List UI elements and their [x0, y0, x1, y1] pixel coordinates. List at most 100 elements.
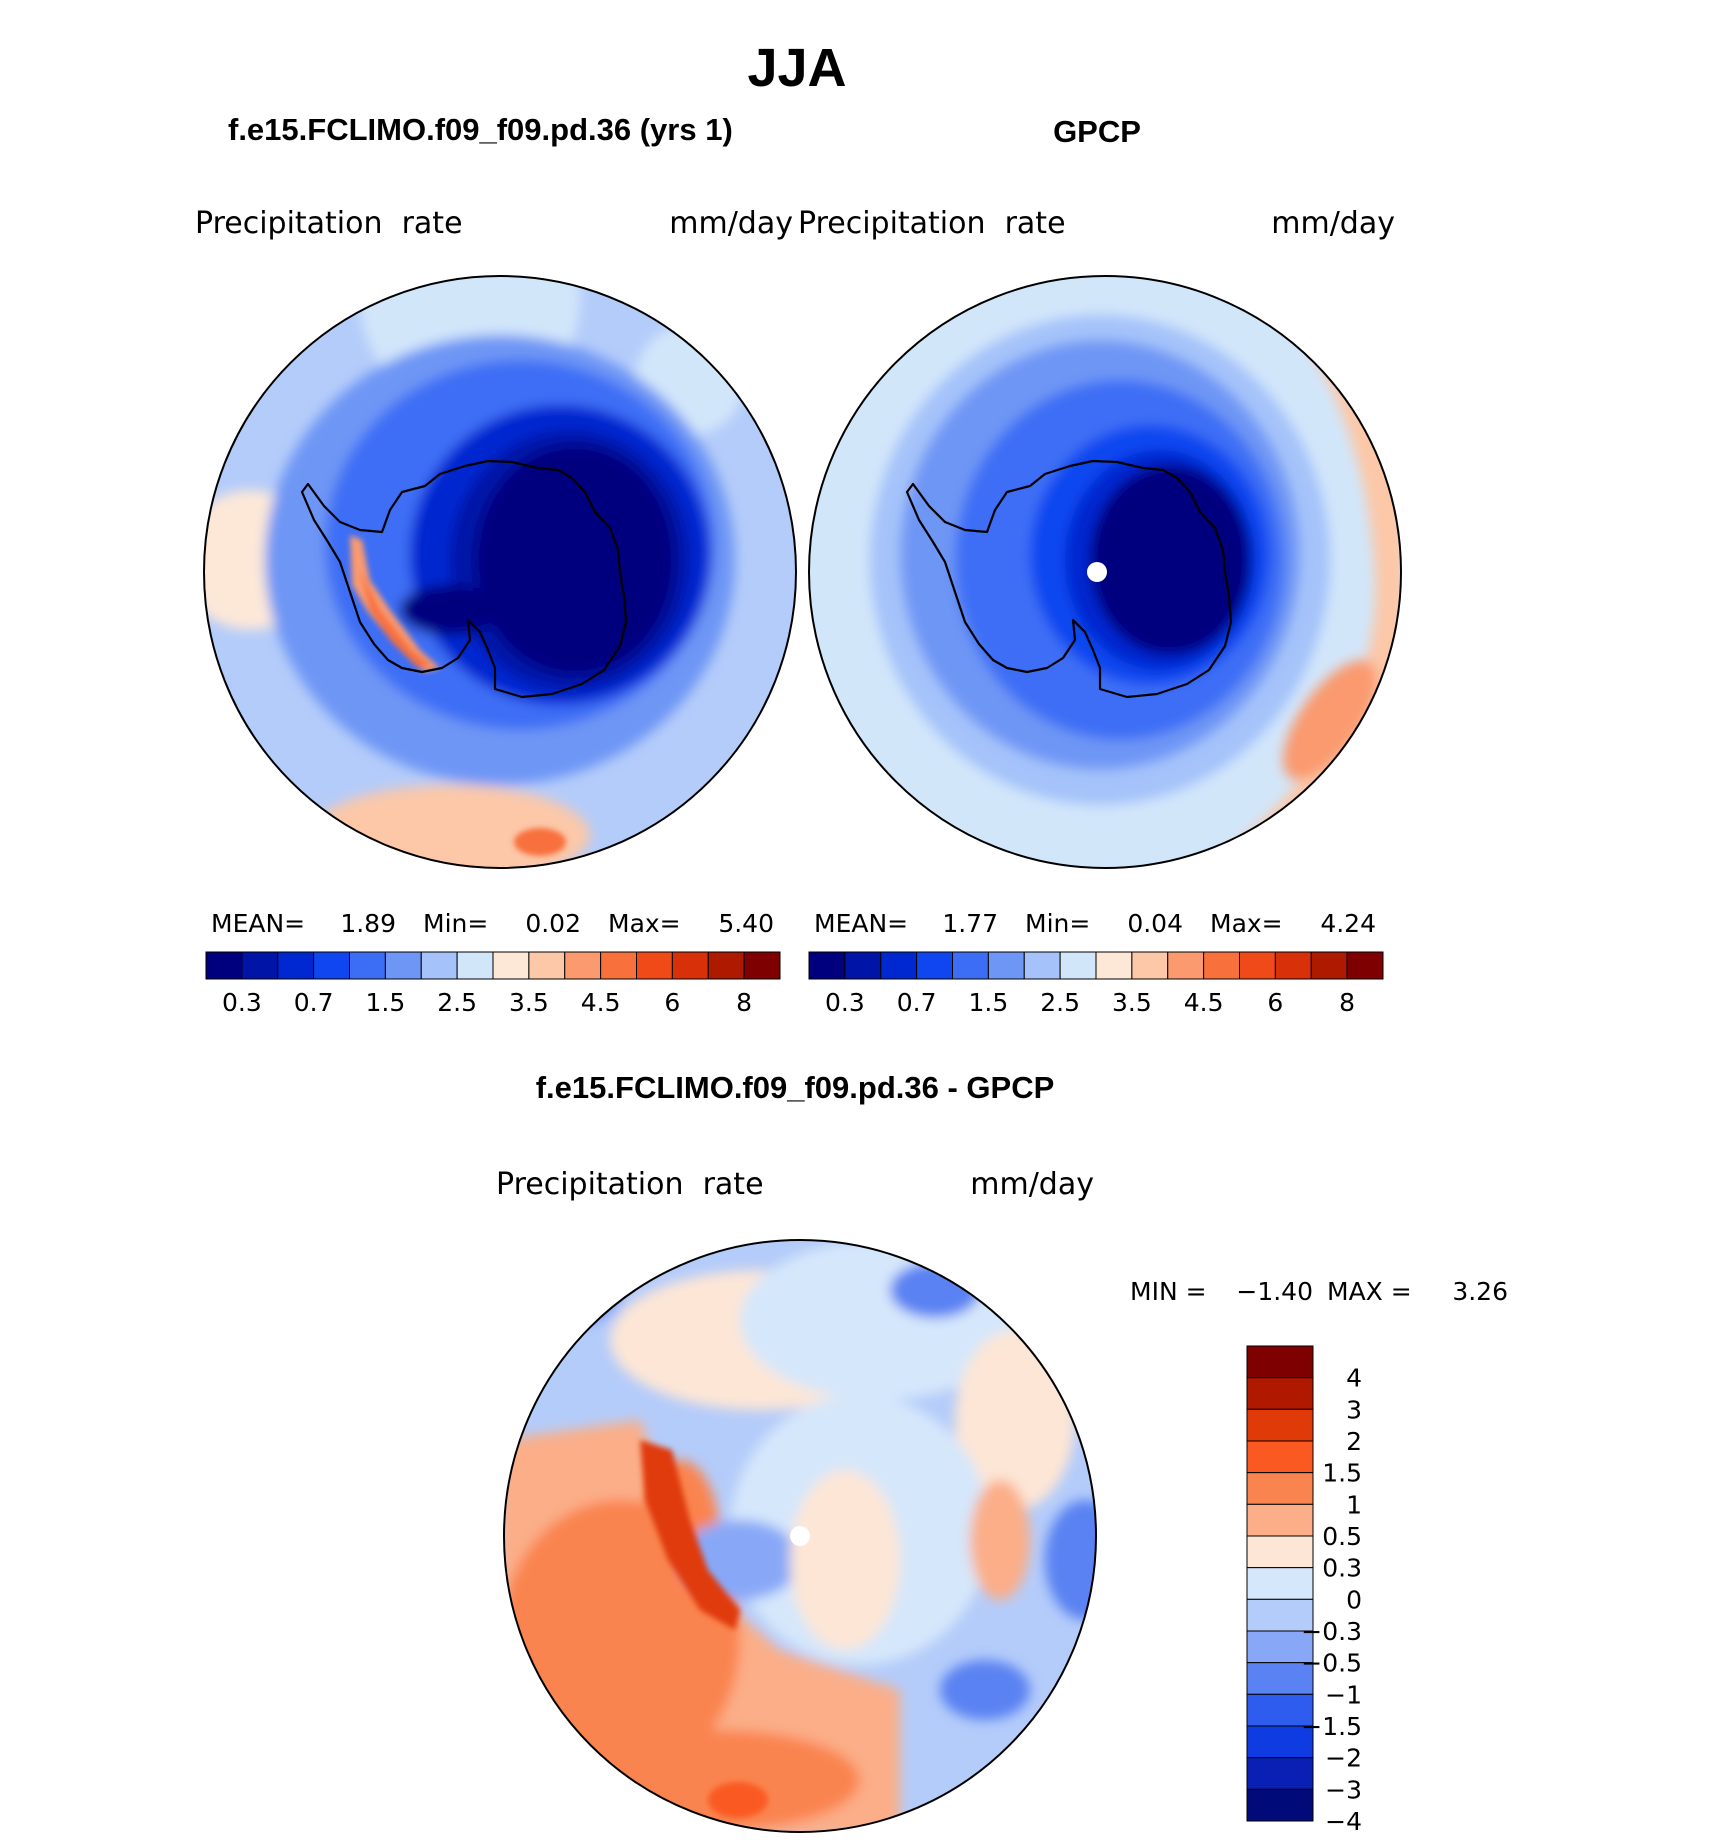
diff-colorbar-tick-label: 0: [1346, 1585, 1362, 1614]
diff-colorbar-tick-label: −1: [1325, 1680, 1362, 1709]
diff-colorbar-swatch: [1246, 1408, 1314, 1442]
panel-b-colorbar-swatch: [952, 951, 989, 980]
diff-colorbar-tick-label: −2: [1325, 1744, 1362, 1773]
panel-b-colorbar-swatch: [880, 951, 918, 980]
panel-a-stats: MEAN= 1.89 Min= 0.02 Max= 5.40: [211, 909, 774, 938]
panel-a-colorbar-swatch: [600, 951, 637, 980]
panel-b-coastline: [905, 459, 1233, 699]
panel-b-mean-value: 1.77: [942, 909, 998, 938]
diff-colorbar-swatch: [1246, 1503, 1314, 1537]
panel-a-colorbar-swatch: [671, 951, 709, 980]
panel-a-mean-label: MEAN=: [211, 909, 305, 938]
panel-a-colorbar-swatch: [313, 951, 350, 980]
panel-b-missing-pole-marker: [1087, 562, 1107, 582]
diff-colorbar-tick-label: 4: [1346, 1364, 1362, 1393]
diff-min-label: MIN =: [1130, 1277, 1207, 1306]
diff-colorbar-swatch: [1246, 1725, 1314, 1759]
panel-b-max-value: 4.24: [1320, 909, 1376, 938]
panel-b-colorbar-tick-label: 2.5: [1040, 988, 1080, 1017]
diff-colorbar-swatch: [1246, 1377, 1314, 1410]
panel-a-max-label: Max=: [608, 909, 681, 938]
diff-units-label: mm/day: [970, 1167, 1094, 1202]
diff-globe-outline: [503, 1239, 1097, 1833]
panel-b-units-label: mm/day: [1271, 206, 1395, 241]
panel-a-colorbar: 0.3 0.7 1.5 2.5 3.5 4.5 6 8: [205, 951, 781, 1017]
diff-max-label: MAX =: [1327, 1277, 1412, 1306]
panel-b-colorbar-swatch: [1095, 951, 1133, 980]
diff-colorbar-swatch: [1246, 1757, 1314, 1790]
panel-b-colorbar-swatch: [916, 951, 953, 980]
panel-a-colorbar-swatch: [420, 951, 458, 980]
diff-colorbar-tick-label: −4: [1325, 1807, 1362, 1836]
panel-b-colorbar-tick-label: 6: [1267, 988, 1283, 1017]
panel-b-colorbar-swatch: [987, 951, 1025, 980]
diff-colorbar-tick-label: −0.3: [1301, 1617, 1362, 1646]
panel-a-units-label: mm/day: [669, 206, 793, 241]
panel-a-globe-outline: [203, 275, 797, 869]
panel-a-colorbar-tick-label: 0.3: [222, 988, 262, 1017]
panel-b-colorbar-swatch: [1131, 951, 1169, 980]
diff-max-value: 3.26: [1452, 1277, 1508, 1306]
panel-b-colorbar-tick-label: 0.3: [825, 988, 865, 1017]
panel-b-map: [808, 275, 1402, 869]
panel-b-colorbar-swatch: [1203, 951, 1240, 980]
diff-variable-label: Precipitation rate: [496, 1167, 764, 1202]
panel-a-colorbar-swatch: [492, 951, 530, 980]
diff-case-title: f.e15.FCLIMO.f09_f09.pd.36 - GPCP: [536, 1070, 1055, 1105]
panel-b-globe-outline: [808, 275, 1402, 869]
panel-b-colorbar-tick-label: 8: [1339, 988, 1355, 1017]
diff-stats: MIN = −1.40 MAX = 3.26: [1130, 1277, 1508, 1306]
diff-min-value: −1.40: [1236, 1277, 1313, 1306]
panel-a-colorbar-tick-label: 2.5: [437, 988, 477, 1017]
panel-a-min-label: Min=: [423, 909, 488, 938]
diff-map: [503, 1239, 1097, 1833]
panel-b-stats: MEAN= 1.77 Min= 0.04 Max= 4.24: [814, 909, 1376, 938]
panel-a-colorbar-swatch: [349, 951, 386, 980]
panel-a-colorbar-tick-label: 4.5: [581, 988, 621, 1017]
panel-b-colorbar-tick-label: 4.5: [1184, 988, 1224, 1017]
diff-colorbar-swatch: [1246, 1472, 1314, 1505]
panel-a-colorbar-swatch: [564, 951, 602, 980]
diff-colorbar-tick-label: −3: [1325, 1775, 1362, 1804]
diff-colorbar-swatch: [1246, 1598, 1314, 1632]
panel-b-min-label: Min=: [1025, 909, 1090, 938]
panel-b-max-label: Max=: [1210, 909, 1283, 938]
panel-b-colorbar-swatch: [1274, 951, 1312, 980]
panel-a-colorbar-tick-label: 0.7: [294, 988, 334, 1017]
diff-colorbar-swatch: [1246, 1662, 1314, 1695]
diff-colorbar-tick-label: 0.3: [1322, 1554, 1362, 1583]
diff-colorbar-swatch: [1246, 1567, 1314, 1600]
panel-a-colorbar-swatch: [636, 951, 673, 980]
panel-a-case-title: f.e15.FCLIMO.f09_f09.pd.36 (yrs 1): [228, 112, 733, 147]
panel-a-max-value: 5.40: [718, 909, 774, 938]
panel-a-colorbar-swatch: [241, 951, 279, 980]
panel-b-colorbar-swatch: [1346, 951, 1384, 980]
panel-a-colorbar-swatch: [205, 951, 243, 980]
panel-a-variable-label: Precipitation rate: [195, 206, 463, 241]
panel-b-colorbar-swatch: [1239, 951, 1276, 980]
panel-b-colorbar-swatch: [844, 951, 882, 980]
panel-b-case-title: GPCP: [1053, 114, 1141, 149]
panel-b-colorbar-swatch: [808, 951, 846, 980]
diff-missing-pole-marker: [790, 1526, 810, 1546]
panel-a-colorbar-swatch: [707, 951, 745, 980]
panel-a-map: [203, 275, 797, 869]
panel-b-variable-label: Precipitation rate: [798, 206, 1066, 241]
diff-colorbar-tick-label: 0.5: [1322, 1522, 1362, 1551]
panel-a-colorbar-tick-label: 1.5: [365, 988, 405, 1017]
panel-b-colorbar-tick-label: 3.5: [1112, 988, 1152, 1017]
panel-a-colorbar-swatch: [277, 951, 315, 980]
diff-colorbar-swatch: [1246, 1440, 1314, 1474]
panel-b-colorbar-swatch: [1167, 951, 1205, 980]
panel-b-min-value: 0.04: [1127, 909, 1183, 938]
panel-a-mean-value: 1.89: [340, 909, 396, 938]
diff-colorbar-tick-label: −1.5: [1301, 1712, 1362, 1741]
diff-colorbar-tick-label: 1.5: [1322, 1459, 1362, 1488]
panel-a-colorbar-tick-label: 8: [736, 988, 752, 1017]
panel-a-colorbar-tick-label: 6: [664, 988, 680, 1017]
figure-title: JJA: [747, 38, 846, 98]
panel-b-colorbar-tick-label: 0.7: [897, 988, 937, 1017]
panel-a-colorbar-swatch: [743, 951, 781, 980]
panel-a-colorbar-tick-label: 3.5: [509, 988, 549, 1017]
